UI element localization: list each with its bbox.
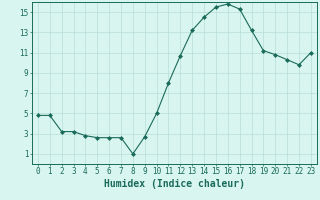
X-axis label: Humidex (Indice chaleur): Humidex (Indice chaleur) (104, 179, 245, 189)
